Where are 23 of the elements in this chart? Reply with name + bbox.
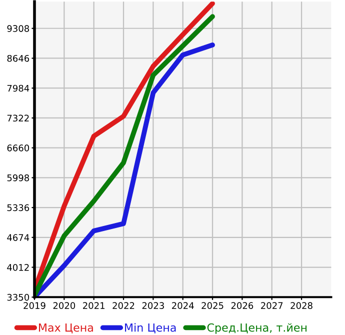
x-tick-label: 2020 (53, 302, 76, 309)
y-tick-label: 8646 (7, 54, 30, 62)
x-tick-label: 2026 (231, 302, 254, 309)
x-tick-label: 2022 (112, 302, 134, 309)
legend-label: Min Цена (125, 323, 176, 334)
y-tick-label: 7322 (7, 114, 29, 122)
x-tick-label: 2028 (290, 302, 312, 309)
x-tick-label: 2025 (202, 302, 224, 309)
y-tick-label: 4674 (7, 234, 30, 241)
y-tick-label: 7984 (7, 84, 30, 92)
x-tick-label: 2024 (172, 302, 194, 309)
y-tick-label: 5336 (7, 204, 30, 212)
x-tick-label: 2019 (24, 302, 46, 309)
y-tick-label: 5998 (7, 174, 30, 182)
legend-label: Сред.Цена, т.йен (207, 323, 306, 334)
legend-label: Max Цена (38, 323, 93, 334)
x-tick-label: 2021 (83, 302, 104, 309)
x-tick-label: 2023 (142, 302, 164, 309)
y-tick-label: 6660 (7, 144, 30, 152)
y-tick-label: 4012 (7, 264, 29, 271)
x-tick-label: 2027 (261, 302, 283, 309)
y-tick-label: 3350 (7, 294, 30, 301)
y-tick-label: 9308 (7, 25, 30, 32)
